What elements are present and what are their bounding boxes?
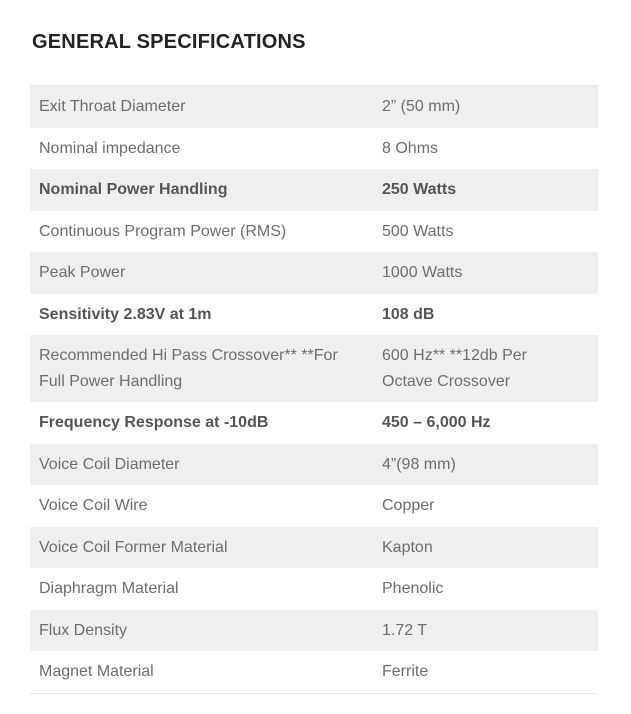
- spec-row-voice-coil-former-material: Voice Coil Former Material Kapton: [30, 526, 598, 568]
- spec-value: 4”(98 mm): [382, 455, 456, 473]
- spec-row-exit-throat-diameter: Exit Throat Diameter 2” (50 mm): [30, 85, 598, 128]
- spec-label: Recommended Hi Pass Crossover** **For Fu…: [39, 347, 338, 390]
- spec-label: Sensitivity 2.83V at 1m: [39, 305, 212, 323]
- spec-value: 108 dB: [382, 305, 435, 323]
- spec-row-peak-power: Peak Power 1000 Watts: [30, 252, 598, 294]
- spec-value: 600 Hz** **12db Per Octave Crossover: [382, 347, 527, 390]
- spec-label: Magnet Material: [39, 663, 154, 680]
- spec-label: Nominal impedance: [39, 139, 181, 157]
- spec-row-voice-coil-diameter: Voice Coil Diameter 4”(98 mm): [30, 443, 598, 485]
- spec-row-magnet-material: Magnet Material Ferrite: [30, 651, 598, 693]
- spec-row-nominal-impedance: Nominal impedance 8 Ohms: [30, 127, 598, 169]
- specifications-table: Exit Throat Diameter 2” (50 mm) Nominal …: [30, 85, 598, 694]
- spec-label: Exit Throat Diameter: [39, 98, 186, 115]
- spec-value: 2” (50 mm): [382, 98, 461, 115]
- spec-label: Diaphragm Material: [39, 580, 179, 597]
- spec-label: Voice Coil Diameter: [39, 455, 180, 473]
- spec-row-continuous-program-power: Continuous Program Power (RMS) 500 Watts: [30, 210, 598, 252]
- spec-label: Flux Density: [39, 621, 128, 639]
- spec-value: Copper: [382, 497, 435, 514]
- spec-row-frequency-response: Frequency Response at -10dB 450 – 6,000 …: [30, 402, 598, 444]
- spec-value: 8 Ohms: [382, 139, 439, 157]
- spec-row-recommended-hi-pass-crossover: Recommended Hi Pass Crossover** **For Fu…: [30, 335, 598, 402]
- spec-label: Peak Power: [39, 264, 126, 281]
- spec-row-sensitivity: Sensitivity 2.83V at 1m 108 dB: [30, 293, 598, 335]
- spec-value: 1000 Watts: [382, 264, 463, 281]
- spec-label: Nominal Power Handling: [39, 181, 228, 198]
- spec-row-diaphragm-material: Diaphragm Material Phenolic: [30, 568, 598, 610]
- page-title: GENERAL SPECIFICATIONS: [32, 31, 306, 53]
- spec-value: 250 Watts: [382, 181, 457, 198]
- spec-label: Voice Coil Wire: [39, 497, 148, 514]
- spec-value: 1.72 T: [382, 621, 428, 639]
- spec-label: Voice Coil Former Material: [39, 538, 228, 556]
- spec-value: Ferrite: [382, 663, 429, 680]
- spec-row-flux-density: Flux Density 1.72 T: [30, 609, 598, 651]
- spec-value: 500 Watts: [382, 222, 454, 240]
- spec-value: Kapton: [382, 538, 433, 556]
- spec-label: Frequency Response at -10dB: [39, 414, 269, 431]
- spec-row-voice-coil-wire: Voice Coil Wire Copper: [30, 485, 598, 527]
- spec-row-nominal-power-handling: Nominal Power Handling 250 Watts: [30, 169, 598, 211]
- spec-value: Phenolic: [382, 580, 444, 597]
- spec-label: Continuous Program Power (RMS): [39, 222, 287, 240]
- spec-value: 450 – 6,000 Hz: [382, 414, 491, 431]
